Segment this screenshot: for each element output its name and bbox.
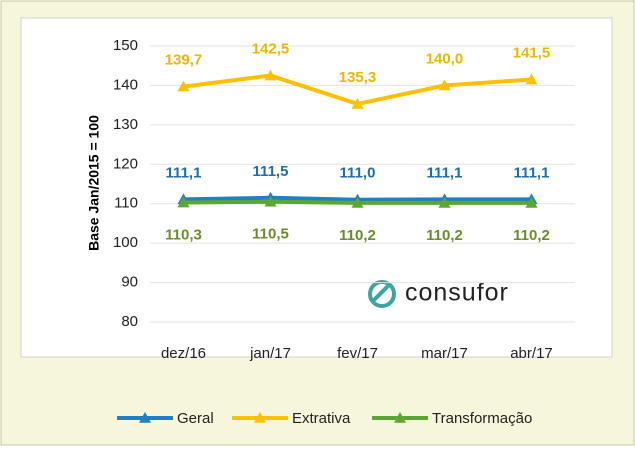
y-tick-label: 80 — [121, 313, 138, 330]
y-tick-label: 150 — [113, 37, 138, 54]
data-label: 110,2 — [339, 227, 376, 244]
marker — [264, 69, 277, 81]
marker — [177, 80, 190, 92]
legend-label: Geral — [177, 410, 214, 427]
watermark: consufor — [405, 279, 509, 307]
data-label: 111,1 — [166, 164, 202, 181]
data-label: 110,2 — [513, 227, 550, 244]
legend-label: Extrativa — [292, 410, 351, 427]
watermark-icon — [368, 280, 397, 308]
marker — [525, 196, 538, 208]
x-tick-label: dez/16 — [161, 345, 206, 362]
legend-marker — [254, 412, 266, 423]
y-tick-label: 140 — [113, 76, 138, 93]
plot-panel — [20, 17, 613, 358]
y-tick-label: 120 — [113, 155, 138, 172]
data-label: 140,0 — [426, 50, 464, 67]
data-label: 111,1 — [514, 164, 550, 181]
data-label: 110,5 — [252, 226, 289, 243]
data-label: 139,7 — [165, 52, 203, 69]
marker — [351, 97, 364, 109]
data-label: 110,3 — [165, 227, 202, 244]
legend-marker — [139, 412, 151, 423]
data-label: 111,5 — [253, 163, 289, 180]
legend-marker — [394, 412, 406, 423]
data-label: 111,1 — [427, 164, 463, 181]
marker — [264, 195, 277, 207]
marker — [438, 196, 451, 208]
data-label: 110,2 — [426, 227, 463, 244]
data-label: 135,3 — [339, 69, 377, 86]
y-tick-label: 130 — [113, 116, 138, 133]
legend-label: Transformação — [432, 410, 532, 427]
marker — [351, 196, 364, 208]
x-tick-label: abr/17 — [510, 345, 553, 362]
y-tick-label: 90 — [121, 274, 138, 291]
marker — [525, 73, 538, 85]
y-tick-label: 100 — [113, 234, 138, 251]
y-axis-label: Base Jan/2015 = 100 — [86, 115, 102, 251]
x-tick-label: fev/17 — [337, 345, 378, 362]
data-label: 142,5 — [252, 41, 290, 58]
x-tick-label: jan/17 — [249, 345, 291, 362]
y-tick-label: 110 — [114, 195, 138, 212]
marker — [438, 79, 451, 91]
x-tick-label: mar/17 — [421, 345, 468, 362]
data-label: 111,0 — [340, 165, 376, 182]
marker — [177, 196, 190, 208]
data-label: 141,5 — [513, 44, 551, 61]
